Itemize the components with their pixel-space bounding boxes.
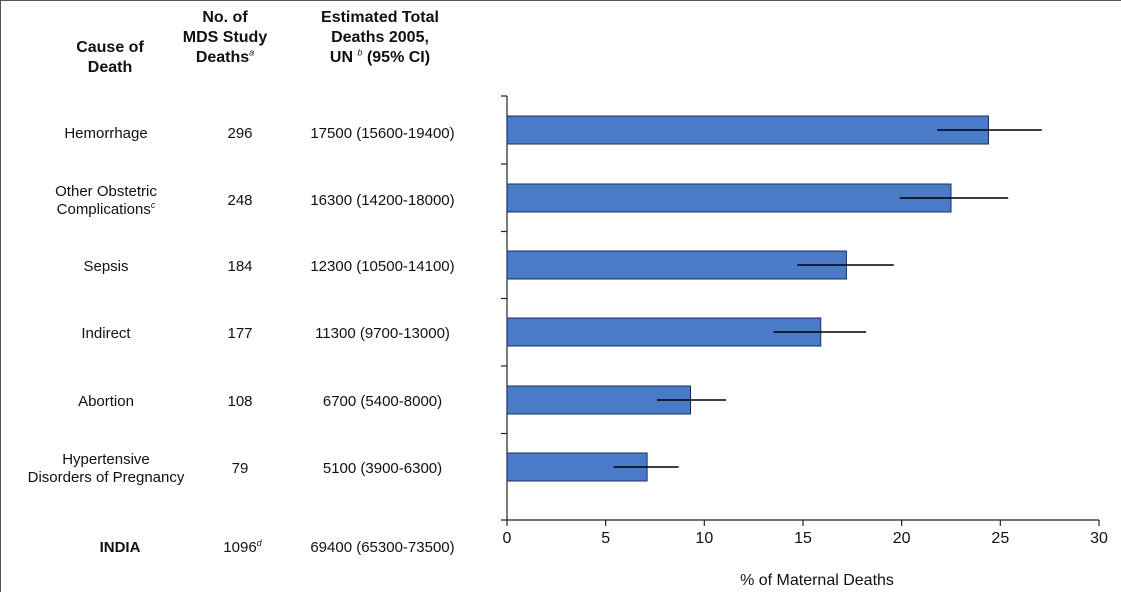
row-deaths-indirect: 177: [227, 325, 253, 342]
row-estimate-other-obstetric: 16300 (14200-18000): [310, 192, 455, 209]
header-mds-deaths: No. of MDS Study Deathsa: [160, 8, 290, 68]
footnote-d: d: [256, 538, 262, 548]
header-deaths-line1: No. of: [202, 9, 248, 26]
x-tick-label-20: 20: [893, 530, 911, 547]
row-deaths-other-obstetric: 248: [227, 192, 253, 209]
cause-label-text: Complications: [56, 201, 151, 218]
header-est-un: UN: [329, 49, 354, 66]
x-tick-label-0: 0: [503, 530, 512, 547]
total-deaths-value: 1096: [223, 539, 257, 556]
cause-label: Indirect: [81, 325, 131, 342]
row-estimate-sepsis: 12300 (10500-14100): [310, 258, 455, 275]
cause-label: Sepsis: [83, 258, 129, 275]
header-deaths-line3: Deathsa: [160, 48, 290, 68]
footnote-b: b: [357, 47, 363, 58]
x-tick-label-5: 5: [601, 530, 610, 547]
header-est-line3: UN b (95% CI): [290, 48, 470, 68]
header-est-line1: Estimated Total: [321, 9, 439, 26]
bar-hemorrhage: [506, 115, 989, 145]
bar-sepsis: [506, 250, 847, 280]
cause-label: Abortion: [78, 393, 134, 410]
x-tick-label-10: 10: [695, 530, 713, 547]
header-cause-line2: Death: [87, 59, 133, 76]
cause-label-line1: Other Obstetric: [55, 183, 157, 200]
x-tick-label-25: 25: [991, 530, 1009, 547]
x-tick-label-15: 15: [794, 530, 812, 547]
cause-label-line1: Hypertensive: [62, 451, 150, 468]
row-estimate-abortion: 6700 (5400-8000): [322, 393, 443, 410]
row-cause-indirect: Indirect: [6, 325, 206, 343]
row-cause-hypertensive: Hypertensive Disorders of Pregnancy: [6, 451, 206, 487]
row-cause-abortion: Abortion: [6, 393, 206, 411]
header-est-ci: (95% CI): [366, 49, 431, 66]
row-deaths-hemorrhage: 296: [227, 125, 253, 142]
bar-other-obstetric-complications: [506, 183, 952, 213]
header-deaths-text: Deaths: [195, 49, 250, 66]
total-estimate: 69400 (65300-73500): [310, 539, 455, 556]
row-estimate-hypertensive: 5100 (3900-6300): [322, 460, 443, 477]
header-deaths-line2: MDS Study: [182, 29, 268, 46]
cause-label-line2: Disorders of Pregnancy: [27, 469, 185, 486]
row-deaths-hypertensive: 79: [231, 460, 249, 477]
row-estimate-hemorrhage: 17500 (15600-19400): [310, 125, 455, 142]
row-deaths-abortion: 108: [227, 393, 253, 410]
total-deaths: 1096d: [205, 539, 280, 557]
header-cause-of-death: Cause of Death: [50, 38, 170, 78]
total-cause-india: INDIA: [99, 539, 141, 556]
header-estimated-total: Estimated Total Deaths 2005, UN b (95% C…: [290, 8, 470, 68]
footnote-c: c: [150, 200, 156, 210]
bar-indirect: [506, 317, 822, 347]
header-cause-line1: Cause of: [76, 39, 144, 56]
x-tick-label-30: 30: [1090, 530, 1108, 547]
cause-label-line2: Complicationsc: [6, 201, 206, 219]
footnote-a: a: [249, 47, 255, 58]
header-est-line2: Deaths 2005,: [331, 29, 429, 46]
row-estimate-indirect: 11300 (9700-13000): [315, 325, 450, 342]
cause-label: Hemorrhage: [64, 125, 148, 142]
row-deaths-sepsis: 184: [227, 258, 253, 275]
row-cause-other-obstetric: Other Obstetric Complicationsc: [6, 183, 206, 219]
x-axis-title: % of Maternal Deaths: [740, 572, 894, 589]
row-cause-hemorrhage: Hemorrhage: [6, 125, 206, 143]
row-cause-sepsis: Sepsis: [6, 258, 206, 276]
